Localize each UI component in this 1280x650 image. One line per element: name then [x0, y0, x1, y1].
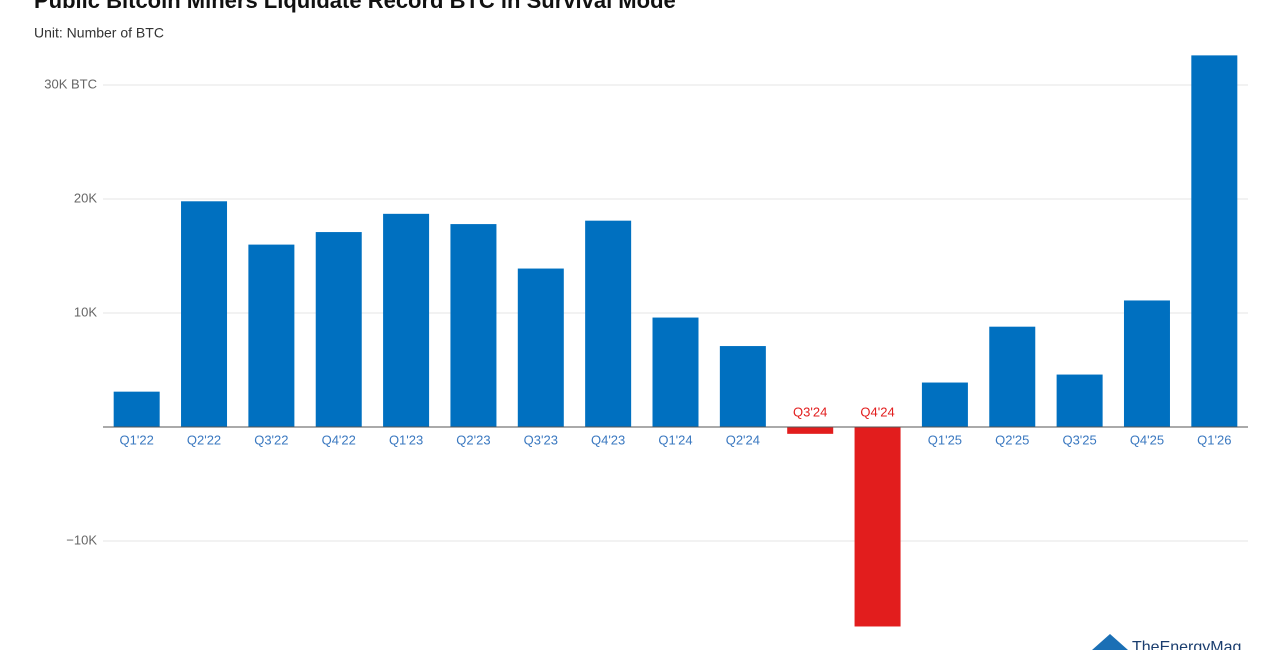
bar	[248, 244, 295, 427]
x-tick-label: Q1'24	[658, 432, 692, 447]
bar	[989, 326, 1036, 427]
x-tick-label: Q4'22	[322, 432, 356, 447]
y-tick-label: 10K	[74, 304, 97, 319]
bar	[921, 382, 968, 427]
x-tick-label: Q1'26	[1197, 432, 1231, 447]
y-tick-label: −10K	[66, 532, 97, 547]
bar	[315, 232, 362, 427]
bar	[181, 201, 228, 427]
logo: TheEnergyMag	[1092, 634, 1241, 650]
bar	[854, 426, 901, 627]
bar	[585, 220, 632, 427]
x-tick-label: Q1'23	[389, 432, 423, 447]
bar	[450, 224, 497, 427]
bar	[1191, 55, 1238, 427]
x-tick-label: Q3'23	[524, 432, 558, 447]
x-tick-label: Q3'22	[254, 432, 288, 447]
bar	[719, 346, 766, 427]
x-tick-label: Q1'22	[120, 432, 154, 447]
bar	[1123, 300, 1170, 427]
x-tick-label: Q2'24	[726, 432, 760, 447]
x-tick-label: Q3'25	[1062, 432, 1096, 447]
bar	[383, 213, 430, 427]
bar	[517, 268, 564, 427]
x-tick-label: Q4'23	[591, 432, 625, 447]
bar	[652, 317, 699, 427]
x-tick-label: Q1'25	[928, 432, 962, 447]
x-tick-label: Q4'25	[1130, 432, 1164, 447]
bar	[787, 426, 834, 434]
x-tick-label: Q2'25	[995, 432, 1029, 447]
x-tick-label: Q3'24	[793, 404, 827, 419]
bar	[1056, 374, 1103, 427]
bar	[113, 391, 160, 427]
x-tick-label: Q2'22	[187, 432, 221, 447]
logo-text: TheEnergyMag	[1132, 639, 1241, 650]
x-tick-label: Q2'23	[456, 432, 490, 447]
chart-title: Public Bitcoin Miners Liquidate Record B…	[34, 0, 676, 13]
logo-icon	[1092, 634, 1128, 650]
y-tick-label: 30K BTC	[44, 76, 97, 91]
chart-subtitle: Unit: Number of BTC	[34, 25, 164, 41]
y-tick-label: 20K	[74, 190, 97, 205]
x-tick-label: Q4'24	[860, 404, 894, 419]
